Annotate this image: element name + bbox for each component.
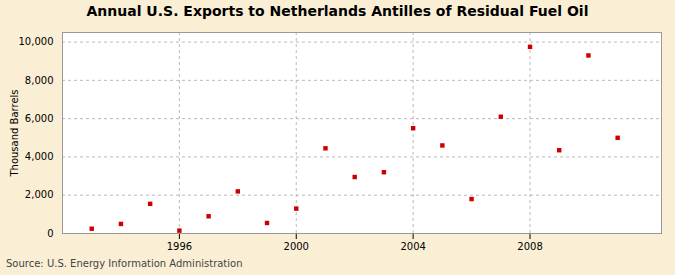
svg-text:1996: 1996 (167, 241, 192, 252)
svg-text:2,000: 2,000 (25, 189, 54, 200)
svg-text:2000: 2000 (284, 241, 309, 252)
html-text:Source: U.S. Energy Informatio: Source: U.S. Energy Information Administ… (6, 258, 243, 269)
svg-text:0: 0 (47, 228, 53, 239)
svg-text:4,000: 4,000 (25, 151, 54, 162)
svg-text:10,000: 10,000 (19, 36, 54, 47)
svg-text:2008: 2008 (517, 241, 542, 252)
svg-text:Thousand Barrels: Thousand Barrels (9, 89, 20, 177)
svg-text:6,000: 6,000 (25, 113, 54, 124)
svg-text:8,000: 8,000 (25, 75, 54, 86)
html-text:Annual U.S. Exports to Netherl: Annual U.S. Exports to Netherlands Antil… (86, 3, 589, 19)
svg-text:2004: 2004 (400, 241, 425, 252)
